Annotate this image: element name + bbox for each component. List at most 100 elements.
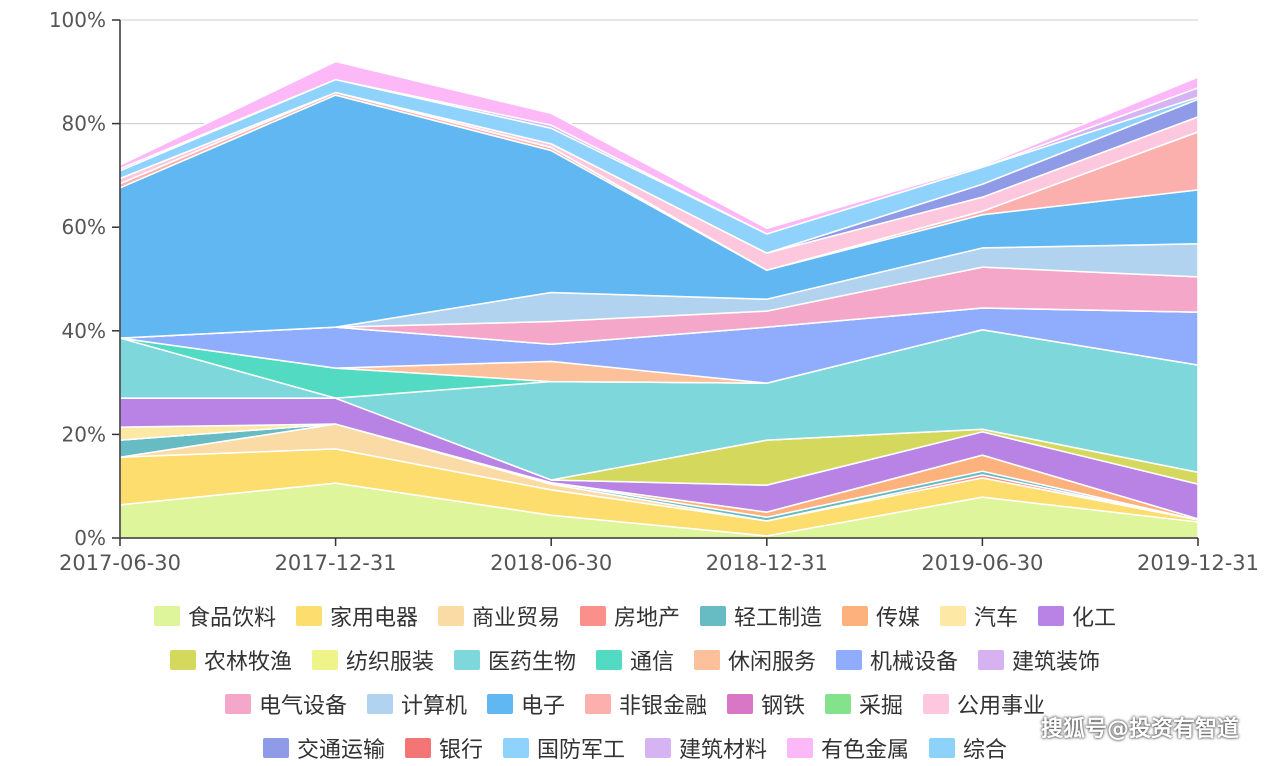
y-tick-label: 80%	[62, 112, 106, 136]
legend-label: 建筑材料	[679, 738, 768, 763]
legend-swatch	[437, 606, 464, 626]
legend-label: 电子	[520, 694, 565, 719]
legend-label: 交通运输	[296, 738, 385, 763]
legend-label: 家用电器	[329, 606, 418, 631]
legend-label: 有色金属	[821, 738, 910, 763]
legend-label: 化工	[1072, 606, 1117, 631]
legend-label: 钢铁	[761, 694, 806, 719]
legend-swatch	[311, 650, 338, 670]
legend-label: 银行	[438, 738, 483, 763]
legend-item[interactable]: 纺织服装	[311, 642, 434, 678]
legend-label: 综合	[963, 738, 1008, 763]
legend-swatch	[700, 606, 726, 626]
legend-item[interactable]: 商业贸易	[437, 598, 560, 634]
legend-swatch	[224, 694, 251, 714]
legend-label: 纺织服装	[345, 650, 434, 675]
legend-label: 食品饮料	[187, 606, 276, 631]
y-tick-label: 20%	[62, 422, 106, 446]
legend-swatch	[486, 694, 513, 714]
y-tick-label: 100%	[49, 8, 106, 32]
legend-item[interactable]: 计算机	[366, 686, 467, 722]
legend-swatch	[366, 694, 393, 714]
legend-item[interactable]: 农林牧渔	[169, 642, 292, 678]
legend-swatch	[579, 606, 606, 626]
legend-item[interactable]: 电子	[486, 686, 565, 722]
legend-swatch	[694, 650, 720, 670]
legend-swatch	[584, 694, 611, 714]
legend-label: 建筑装饰	[1012, 650, 1101, 675]
legend-label: 计算机	[400, 694, 467, 719]
legend-swatch	[842, 606, 869, 626]
legend-item[interactable]: 机械设备	[836, 642, 958, 678]
legend-swatch	[727, 694, 753, 714]
area-综合	[119, 60, 1199, 229]
legend-item[interactable]: 休闲服务	[694, 642, 816, 678]
legend-swatch	[787, 738, 814, 758]
legend-swatch	[1038, 606, 1065, 626]
x-tick-label: 2018-12-31	[706, 551, 828, 575]
x-tick-label: 2019-12-31	[1137, 551, 1259, 575]
x-tick-label: 2017-06-30	[59, 551, 181, 575]
legend-item[interactable]: 汽车	[940, 598, 1018, 634]
legend-item[interactable]: 化工	[1038, 598, 1116, 634]
y-tick-label: 0%	[74, 526, 106, 550]
x-tick-label: 2017-12-31	[275, 551, 397, 575]
legend: 食品饮料 家用电器 商业贸易 房地产 轻工制造 传媒 汽车 化工农林牧渔 纺织服装 医药生物 通信 休…	[10, 598, 1260, 766]
legend-swatch	[169, 650, 196, 670]
legend-swatch	[923, 694, 950, 714]
legend-swatch	[404, 738, 431, 758]
legend-item[interactable]: 银行	[404, 730, 483, 766]
stacked-area-chart: 0% 20% 40% 60% 80% 100% 2017-06-30 2017-12-31 20…	[49, 8, 1259, 575]
legend-item[interactable]: 有色金属	[787, 730, 909, 766]
legend-item[interactable]: 建筑材料	[645, 730, 767, 766]
legend-swatch	[940, 606, 967, 626]
legend-label: 国防军工	[536, 738, 625, 763]
legend-swatch	[295, 606, 322, 626]
legend-label: 非银金融	[618, 694, 707, 719]
legend-label: 休闲服务	[728, 650, 817, 675]
legend-item[interactable]: 轻工制造	[700, 598, 822, 634]
legend-item[interactable]: 电气设备	[224, 686, 347, 722]
legend-label: 通信	[629, 650, 674, 675]
x-tick-label: 2019-06-30	[921, 551, 1043, 575]
legend-label: 电气设备	[258, 694, 347, 719]
legend-swatch	[595, 650, 622, 670]
legend-item[interactable]: 公用事业	[923, 686, 1045, 722]
legend-swatch	[836, 650, 863, 670]
legend-item[interactable]: 交通运输	[262, 730, 385, 766]
legend-swatch	[453, 650, 480, 670]
legend-label: 机械设备	[870, 650, 959, 675]
legend-label: 农林牧渔	[203, 650, 292, 675]
legend-swatch	[502, 738, 529, 758]
legend-swatch	[825, 694, 852, 714]
y-tick-label: 40%	[62, 319, 106, 343]
watermark: 搜狐号@投资有智道	[1040, 717, 1239, 742]
legend-item[interactable]: 传媒	[842, 598, 920, 634]
legend-swatch	[978, 650, 1005, 670]
legend-item[interactable]: 钢铁	[727, 686, 805, 722]
legend-label: 商业贸易	[471, 606, 560, 631]
x-tick-label: 2018-06-30	[490, 551, 612, 575]
legend-label: 采掘	[859, 694, 904, 719]
legend-item[interactable]: 医药生物	[453, 642, 576, 678]
legend-label: 汽车	[974, 606, 1019, 631]
legend-item[interactable]: 房地产	[579, 598, 680, 634]
legend-swatch	[645, 738, 671, 758]
legend-item[interactable]: 非银金融	[584, 686, 707, 722]
legend-swatch	[929, 738, 956, 758]
legend-label: 医药生物	[487, 650, 576, 675]
legend-label: 公用事业	[957, 694, 1046, 719]
legend-swatch	[153, 606, 180, 626]
y-tick-label: 60%	[62, 215, 106, 239]
legend-label: 传媒	[876, 606, 921, 631]
legend-item[interactable]: 通信	[595, 642, 674, 678]
legend-label: 轻工制造	[734, 606, 823, 631]
legend-item[interactable]: 综合	[929, 730, 1007, 766]
legend-swatch	[262, 738, 289, 758]
legend-item[interactable]: 家用电器	[295, 598, 418, 634]
legend-item[interactable]: 采掘	[825, 686, 903, 722]
legend-item[interactable]: 食品饮料	[153, 598, 276, 634]
legend-item[interactable]: 国防军工	[502, 730, 625, 766]
legend-label: 房地产	[613, 606, 680, 631]
legend-item[interactable]: 建筑装饰	[978, 642, 1100, 678]
